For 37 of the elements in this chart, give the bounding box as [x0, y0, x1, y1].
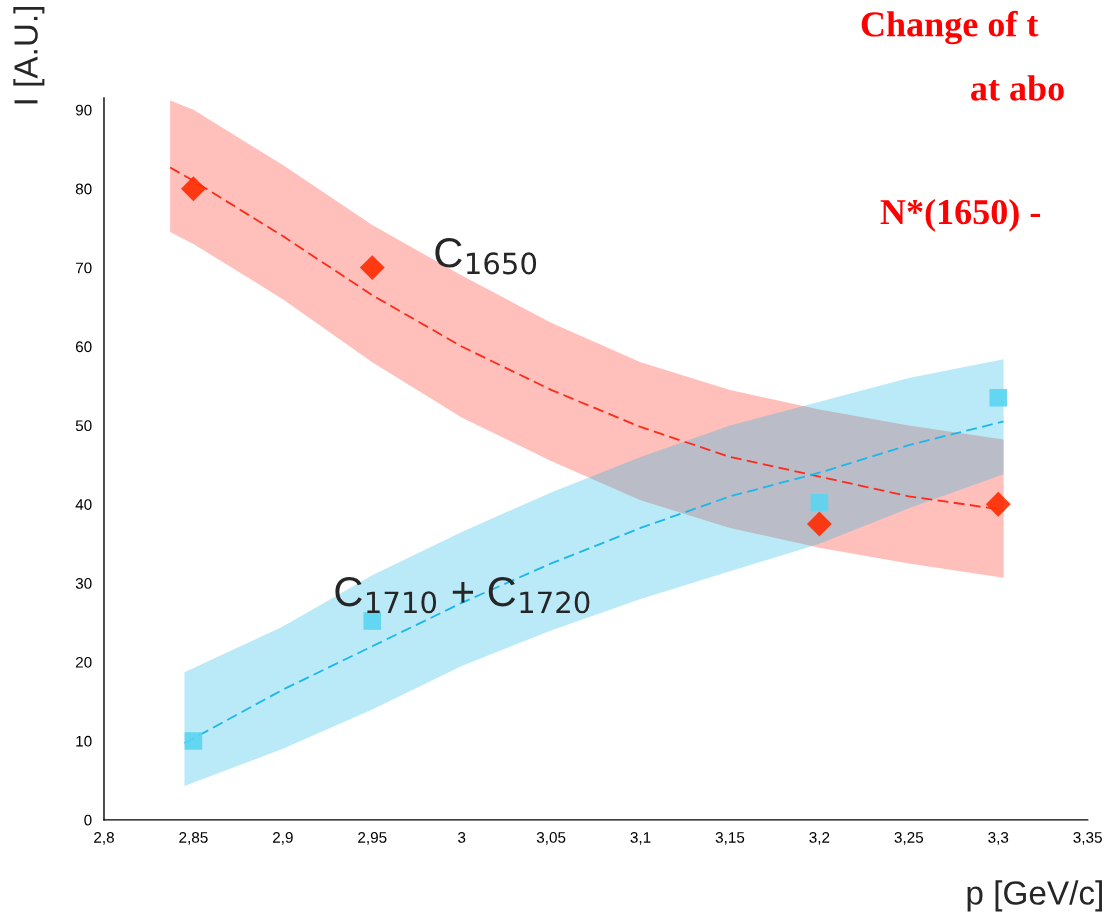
point	[180, 176, 206, 202]
x-tick-label: 2,95	[358, 832, 387, 845]
point	[184, 732, 203, 750]
y-tick-label: 20	[75, 656, 92, 668]
x-tick-label: 3,25	[894, 832, 924, 845]
point	[359, 255, 385, 281]
text: Change of t	[861, 10, 1039, 45]
point	[363, 612, 382, 630]
annotation: C$_{1650}$	[435, 238, 537, 275]
y-tick-label: 50	[75, 420, 92, 432]
x-tick-label: 2,9	[272, 832, 293, 845]
x-tick-label: 3,15	[715, 832, 745, 845]
x-tick-label: 3,05	[536, 832, 566, 845]
point	[985, 491, 1011, 517]
x-tick-label: 3,35	[1073, 832, 1102, 845]
annotation: at abo	[971, 75, 1064, 101]
x-tick-label: 3,3	[988, 832, 1009, 845]
y-tick-label: 60	[75, 341, 92, 353]
x-tick-label: 3	[458, 832, 466, 843]
x-tick-label: 3,2	[809, 832, 830, 845]
y-tick-label: 30	[75, 578, 92, 589]
x-tick-label: 3,1	[630, 832, 651, 845]
point	[806, 511, 832, 537]
y-tick-label: 90	[75, 104, 92, 116]
x-axis-title: p [GeV/c]	[967, 880, 1102, 912]
x-tick-label: 2,8	[94, 832, 114, 845]
point	[989, 389, 1008, 407]
annotation: C$_{1710}$ + C$_{1720}$	[335, 577, 590, 614]
annotation: N*(1650) -	[880, 198, 1041, 232]
y-tick-label: 10	[76, 735, 92, 747]
y-tick-label: 80	[75, 183, 92, 195]
x-tick-label: 2,85	[179, 832, 208, 845]
y-tick-label: 0	[84, 814, 92, 826]
y-tick-label: 40	[75, 499, 92, 510]
y-tick-label: 70	[75, 262, 92, 274]
point	[810, 493, 829, 512]
y-axis-title: I [A.U.]	[13, 6, 45, 104]
